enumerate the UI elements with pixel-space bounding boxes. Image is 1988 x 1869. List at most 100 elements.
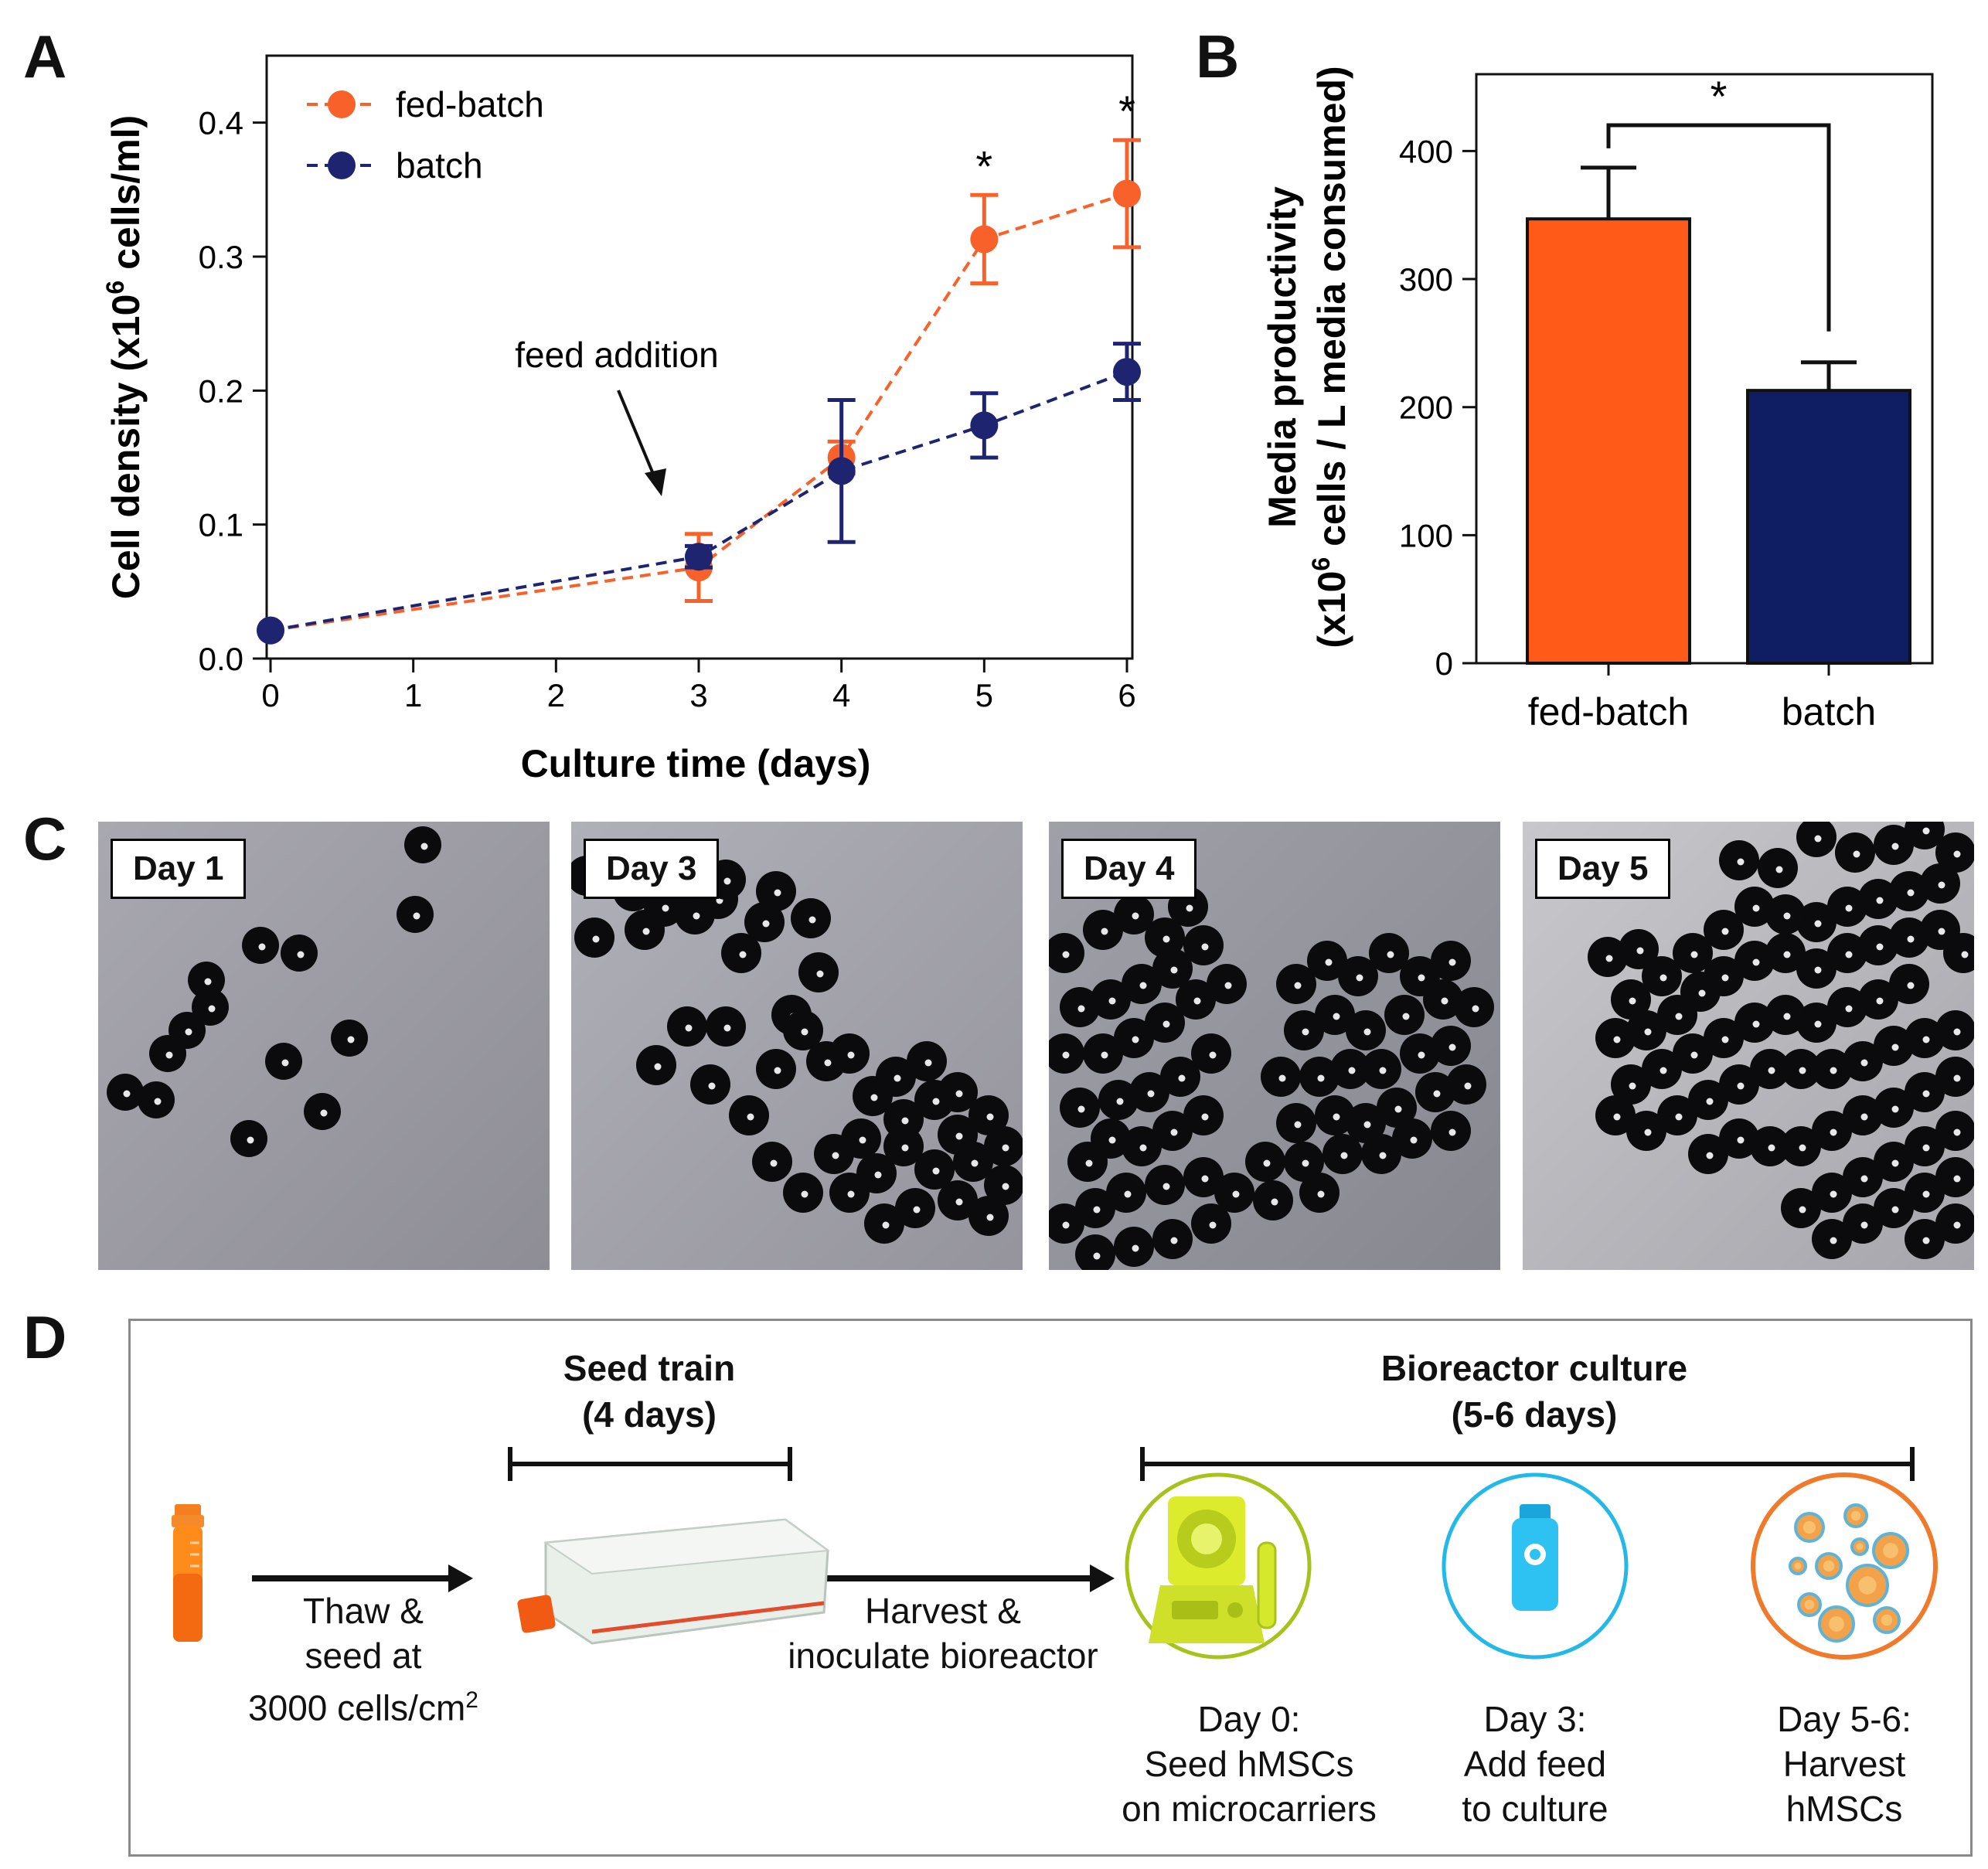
bead-highlight xyxy=(165,1051,173,1059)
culture-flask-icon xyxy=(517,1518,830,1645)
step2-line1: Harvest & xyxy=(865,1591,1021,1631)
bead-highlight xyxy=(662,904,669,912)
bead-core xyxy=(1850,1510,1861,1521)
bead-highlight xyxy=(708,1082,716,1090)
day56-line2: Harvest xyxy=(1782,1744,1906,1784)
bead-highlight xyxy=(1170,1237,1178,1244)
day3-line3: to culture xyxy=(1462,1789,1608,1829)
y-tick-label: 0.0 xyxy=(199,641,243,677)
micrograph-label: Day 3 xyxy=(584,839,720,899)
bead-highlight xyxy=(1721,974,1729,982)
bead-highlight xyxy=(1163,1020,1170,1028)
bead-highlight xyxy=(1132,1036,1139,1043)
bead-highlight xyxy=(832,1152,839,1159)
micrograph-label: Day 1 xyxy=(111,839,247,899)
bead-highlight xyxy=(1062,1221,1070,1229)
cryovial-icon xyxy=(172,1504,204,1642)
bead-highlight xyxy=(1002,1183,1009,1190)
bead-highlight xyxy=(1278,1074,1286,1082)
bead-highlight xyxy=(1953,1028,1961,1036)
bioreactor-title: Bioreactor culture xyxy=(1380,1348,1688,1388)
bead-highlight xyxy=(1830,1190,1837,1198)
data-point-batch xyxy=(685,543,713,571)
bead-highlight xyxy=(913,1206,921,1214)
bead-highlight xyxy=(297,951,305,958)
bead-highlight xyxy=(1077,1105,1085,1113)
bead-highlight xyxy=(1907,935,1915,943)
bead-highlight xyxy=(1178,1074,1186,1082)
microcarrier-harvest-icon xyxy=(1751,1472,1938,1660)
y-tick-label: 400 xyxy=(1399,133,1453,169)
panel-label-d: D xyxy=(23,1303,67,1371)
series-line-batch xyxy=(270,370,1128,632)
bead-highlight xyxy=(1922,1036,1930,1043)
legend-marker-fed-batch xyxy=(328,90,356,118)
bead-core xyxy=(1856,1543,1864,1551)
bead-highlight xyxy=(770,1159,778,1167)
bead-highlight xyxy=(986,1113,994,1121)
bead-highlight xyxy=(723,1024,731,1032)
seed-train-duration: (4 days) xyxy=(582,1394,717,1435)
bead-highlight xyxy=(1387,951,1394,958)
bead-highlight xyxy=(1325,958,1333,966)
bar-fed-batch xyxy=(1526,217,1691,665)
bead-highlight xyxy=(1271,1198,1278,1206)
bead-highlight xyxy=(1636,947,1644,955)
bead-highlight xyxy=(1302,1028,1309,1036)
microcarrier-bead xyxy=(1075,1234,1115,1270)
bead-highlight xyxy=(1418,974,1425,982)
line-chart: 0.0 0.1 0.2 0.3 0.4 0 1 2 3 4 5 6 Cell density (x1… xyxy=(101,54,1141,785)
bead-highlight xyxy=(924,1059,932,1067)
bead-highlight xyxy=(1891,1206,1899,1214)
bead-highlight xyxy=(1464,1082,1472,1090)
bead-highlight xyxy=(971,1159,979,1167)
bead-highlight xyxy=(1201,1175,1209,1183)
y-tick-label: 300 xyxy=(1399,261,1453,298)
bead-highlight xyxy=(1363,1121,1371,1129)
legend-label-batch: batch xyxy=(396,145,483,186)
bead-highlight xyxy=(1356,974,1363,982)
bead-highlight xyxy=(801,1190,808,1198)
y-tick-label: 0.3 xyxy=(199,239,243,275)
bead-highlight xyxy=(1698,989,1706,997)
plot-frame-b xyxy=(1475,73,1934,665)
bead-highlight xyxy=(1132,912,1139,920)
bead-highlight xyxy=(1860,1221,1868,1229)
bead-highlight xyxy=(1163,935,1170,943)
bead-highlight xyxy=(1845,951,1853,958)
bars: fed-batch batch xyxy=(1526,165,1911,734)
step2-line2: inoculate bioreactor xyxy=(788,1636,1098,1676)
x-tick-label: batch xyxy=(1782,690,1876,734)
bead-highlight xyxy=(1186,904,1193,912)
bead-highlight xyxy=(1768,1067,1775,1074)
bead-highlight xyxy=(1644,1028,1652,1036)
bead-highlight xyxy=(185,1028,192,1036)
workflow-box xyxy=(128,1319,1973,1857)
bead-highlight xyxy=(1333,1013,1340,1020)
y-tick-label: 200 xyxy=(1399,390,1453,426)
bead-highlight xyxy=(1922,1237,1930,1244)
seed-train-title: Seed train xyxy=(563,1348,736,1388)
bead-highlight xyxy=(1737,858,1745,866)
bead-highlight xyxy=(1093,1206,1101,1214)
bar-batch xyxy=(1746,389,1911,665)
bead-highlight xyxy=(1147,1090,1155,1098)
y-axis-subtitle-b: (x106 cells / L media consumed) xyxy=(1307,66,1353,648)
chart-series xyxy=(257,138,1141,645)
x-axis-title: Culture time (days) xyxy=(521,742,871,785)
bead-highlight xyxy=(1170,1129,1178,1136)
panel-label-c: C xyxy=(23,805,67,873)
bead-highlight xyxy=(1062,1051,1070,1059)
y-tick-label: 0.4 xyxy=(199,105,243,141)
y-tick-label: 0.2 xyxy=(199,373,243,409)
bead-highlight xyxy=(1752,904,1760,912)
bead-highlight xyxy=(1814,966,1822,974)
bead-highlight xyxy=(592,935,600,943)
data-point-batch xyxy=(257,616,284,645)
bead-highlight xyxy=(1706,1098,1714,1105)
bead-core xyxy=(1804,1599,1815,1610)
bead-highlight xyxy=(1340,1152,1348,1159)
microcarrier-bead xyxy=(1943,933,1974,973)
bead-highlight xyxy=(1410,1136,1418,1144)
bead-highlight xyxy=(1891,1043,1899,1051)
